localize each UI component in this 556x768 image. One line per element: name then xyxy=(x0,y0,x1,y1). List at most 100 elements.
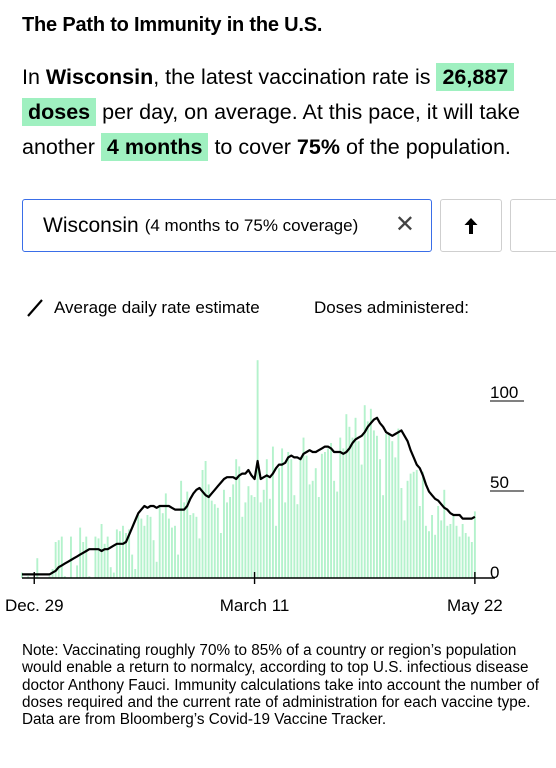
bar xyxy=(330,443,333,578)
summary-text: In xyxy=(22,65,46,89)
bar xyxy=(232,484,235,578)
bar xyxy=(189,515,192,578)
bar xyxy=(339,437,342,578)
bar xyxy=(54,542,57,578)
bar xyxy=(244,502,247,578)
bar xyxy=(421,471,424,578)
bar xyxy=(440,520,443,578)
bar xyxy=(76,565,79,578)
bar xyxy=(342,448,345,578)
bar xyxy=(250,495,253,578)
bar xyxy=(229,497,232,578)
bar xyxy=(363,405,366,578)
bar xyxy=(311,480,314,578)
bar xyxy=(131,554,134,578)
time-highlight: 4 months xyxy=(100,133,209,161)
bar xyxy=(195,516,198,578)
bar xyxy=(317,497,320,578)
sort-button[interactable] xyxy=(440,199,502,252)
region-selector[interactable]: Wisconsin (4 months to 75% coverage) ✕ xyxy=(22,199,432,252)
bar xyxy=(238,466,241,578)
bar xyxy=(443,489,446,578)
x-tick-label: May 22 xyxy=(447,596,503,615)
bar xyxy=(354,417,357,578)
bar xyxy=(143,525,146,578)
bar xyxy=(409,473,412,578)
bar xyxy=(265,459,268,578)
bar xyxy=(152,540,155,578)
bar xyxy=(418,506,421,578)
bar xyxy=(314,468,317,578)
bar xyxy=(281,448,284,578)
summary-paragraph: In Wisconsin, the latest vaccination rat… xyxy=(22,60,542,165)
bars-group xyxy=(21,360,476,578)
bar xyxy=(235,459,238,578)
bar xyxy=(262,489,265,578)
bar xyxy=(308,484,311,578)
bar xyxy=(223,489,225,578)
bar xyxy=(320,453,323,578)
bar xyxy=(458,536,461,578)
bar xyxy=(94,536,97,578)
bar xyxy=(382,495,385,578)
bar xyxy=(36,558,39,578)
footnote: Note: Vaccinating roughly 70% to 85% of … xyxy=(22,642,539,729)
bar xyxy=(216,507,219,578)
bar xyxy=(112,572,115,578)
arrow-up-icon xyxy=(464,217,478,234)
bar xyxy=(391,441,394,578)
bar xyxy=(140,518,143,578)
bar xyxy=(323,452,326,578)
legend-line: Average daily rate estimate xyxy=(26,298,260,318)
close-icon[interactable]: ✕ xyxy=(394,211,415,238)
secondary-button[interactable] xyxy=(510,199,556,252)
bar xyxy=(259,502,262,578)
bar xyxy=(452,515,455,578)
summary-text: of the population. xyxy=(339,135,511,159)
rate-unit-highlight: doses xyxy=(22,98,97,126)
bar xyxy=(198,538,201,578)
bar xyxy=(461,524,464,578)
bar xyxy=(394,457,397,578)
bar xyxy=(385,434,388,578)
bar xyxy=(201,470,204,578)
y-tick-label: 100 xyxy=(490,383,518,402)
bar xyxy=(226,502,228,578)
bar xyxy=(271,446,274,578)
bar xyxy=(278,468,280,578)
bar xyxy=(204,461,207,578)
bar xyxy=(253,497,256,578)
bar xyxy=(170,527,173,578)
bar xyxy=(137,515,140,578)
x-axis-ticks: Dec. 29 March 11 May 22 xyxy=(5,572,503,615)
bar xyxy=(360,464,363,578)
bar xyxy=(379,459,381,578)
bar xyxy=(473,511,476,578)
bar xyxy=(97,538,100,578)
bar xyxy=(122,525,124,578)
coverage-value: 75% xyxy=(296,135,340,159)
bar xyxy=(412,471,415,578)
x-tick-label: Dec. 29 xyxy=(5,596,64,615)
bar xyxy=(299,459,302,578)
bar xyxy=(158,506,161,578)
bar xyxy=(125,533,127,578)
bar xyxy=(388,434,391,578)
bar xyxy=(70,536,72,578)
summary-text: , the latest vaccination rate is xyxy=(153,65,437,89)
bar xyxy=(207,484,210,578)
bar xyxy=(455,525,458,578)
bar xyxy=(60,536,63,578)
bar xyxy=(268,498,271,578)
bar xyxy=(348,426,351,578)
legend-line-label: Average daily rate estimate xyxy=(54,298,260,317)
bar xyxy=(256,360,259,578)
bar xyxy=(369,408,372,578)
bar xyxy=(424,525,427,578)
bar xyxy=(192,513,195,578)
bar xyxy=(351,437,354,578)
bar xyxy=(284,502,287,578)
bar xyxy=(275,525,277,578)
y-tick-label: 50 xyxy=(490,473,509,492)
bar xyxy=(464,533,467,578)
